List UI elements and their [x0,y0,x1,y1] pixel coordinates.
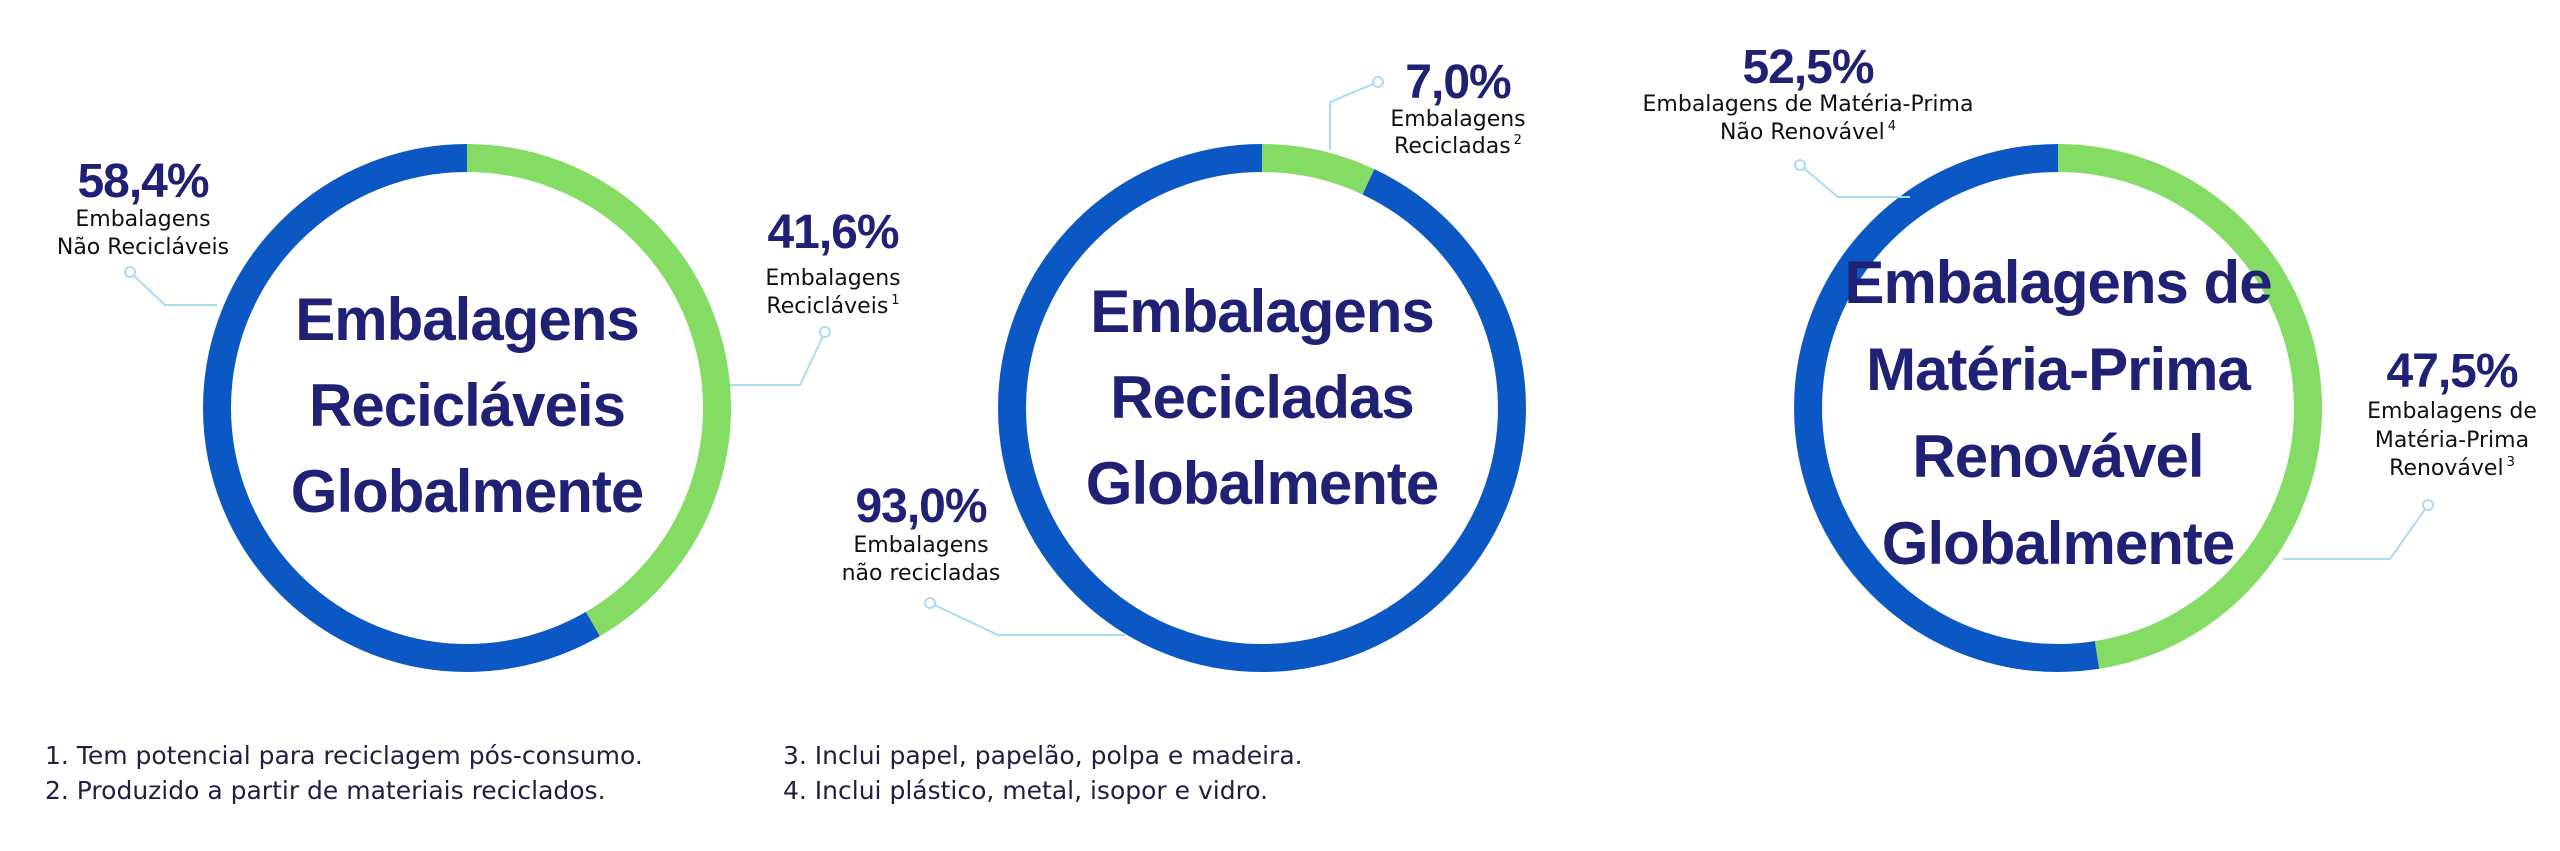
center-label-line: Globalmente [291,458,643,525]
leader-line [1329,81,1379,150]
leader-dot [1794,159,1806,171]
center-label-line: Matéria-Prima [1866,336,2251,403]
footnote-2: 2. Produzido a partir de materiais recic… [45,776,606,805]
slice-description-label: Embalagens [765,266,900,291]
footnote-3: 3. Inclui papel, papelão, polpa e madeir… [783,741,1303,770]
leader-dot [819,326,831,338]
footnote-marker: 2 [1514,133,1522,148]
footnotes-right: 3. Inclui papel, papelão, polpa e madeir… [783,738,1303,808]
center-label-line: Globalmente [1882,510,2234,577]
slice-percent-label: 47,5% [2386,345,2517,398]
footnote-4: 4. Inclui plástico, metal, isopor e vidr… [783,776,1269,805]
leader-dot [2422,499,2434,511]
slice-description-label: não recicladas [842,561,1001,586]
center-label-line: Embalagens [1090,278,1433,345]
center-label-line: Recicláveis [309,372,625,439]
slice-description-label: Renovável 3 [2389,455,2515,481]
center-label-line: Embalagens [295,286,638,353]
leader-dot [924,597,936,609]
slice-description-label: Recicláveis 1 [766,293,899,319]
center-label-line: Embalagens de [1844,249,2271,316]
slice-description-label: Embalagens [75,207,210,232]
leader-dot [1372,76,1384,88]
slice-percent-label: 41,6% [767,206,898,259]
slice-description-label: Matéria-Prima [2375,428,2529,453]
donut-slice-1-2 [203,144,731,672]
slice-percent-label: 93,0% [855,480,986,533]
donut-chart-1: Embalagens Recicláveis Globalmente 41,6% Emb… [57,144,901,672]
slice-percent-label: 52,5% [1742,41,1873,94]
footnote-marker: 4 [1888,119,1896,134]
donut-slice-3-2 [1794,144,2322,672]
center-label-line: Renovável [1912,423,2203,490]
slice-description-label: Embalagens [853,533,988,558]
footnote-marker: 3 [2507,455,2515,470]
slice-description-label: Não Recicláveis [57,235,229,260]
leader-line [929,602,1125,636]
slice-description-label: Embalagens de [2367,399,2537,424]
footnote-1: 1. Tem potencial para reciclagem pós-con… [45,741,643,770]
slice-description-label: Embalagens [1390,107,1525,132]
donut-chart-2: EmbalagensRecicladasGlobalmente7,0%Embal… [842,56,1526,672]
center-label-line: Recicladas [1110,364,1414,431]
slice-description-label: Embalagens de Matéria-Prima [1643,92,1974,117]
slice-description-label: Não Renovável 4 [1720,119,1896,145]
leader-line [730,331,826,386]
leader-line [1799,164,1910,198]
slice-description-label: Recicladas 2 [1394,133,1522,159]
leader-line [129,271,217,306]
donut-chart-3: Embalagens de Matéria-Prima Renovável Globa… [1643,41,2537,672]
center-label-line: Globalmente [1086,450,1438,517]
slice-percent-label: 7,0% [1405,56,1511,109]
donut-slice-2-2 [998,144,1526,672]
footnote-marker: 1 [891,293,899,308]
leader-line [2283,504,2429,560]
leader-dot [124,266,136,278]
slice-percent-label: 58,4% [77,155,208,208]
footnotes-left: 1. Tem potencial para reciclagem pós-con… [45,738,643,808]
